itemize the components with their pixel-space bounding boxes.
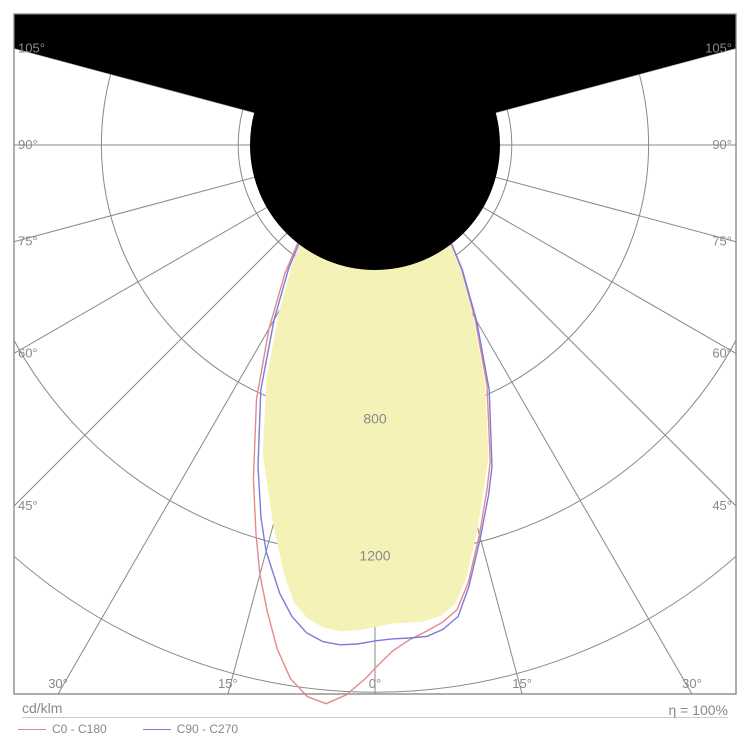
svg-text:45°: 45° <box>712 498 732 513</box>
legend: C0 - C180 C90 - C270 <box>18 720 238 738</box>
svg-text:30°: 30° <box>48 676 68 691</box>
svg-text:45°: 45° <box>18 498 38 513</box>
svg-text:30°: 30° <box>682 676 702 691</box>
chart-canvas: 105° 90° 75° 60° 45° 30° 15° 0° 15° 30° 45° 60° 75° 9… <box>0 0 750 750</box>
svg-text:75°: 75° <box>18 234 38 249</box>
svg-text:800: 800 <box>363 411 387 427</box>
legend-swatch-c0 <box>18 729 46 730</box>
svg-text:60°: 60° <box>712 345 732 360</box>
svg-text:0°: 0° <box>369 676 381 691</box>
legend-label-c90: C90 - C270 <box>177 722 238 736</box>
svg-text:60°: 60° <box>18 345 38 360</box>
svg-text:1200: 1200 <box>359 547 390 563</box>
legend-item-c0: C0 - C180 C90 - C270 <box>18 720 238 738</box>
unit-label: cd/klm <box>22 700 728 718</box>
svg-text:90°: 90° <box>712 137 732 152</box>
legend-swatch-c90 <box>143 729 171 730</box>
svg-text:75°: 75° <box>712 234 732 249</box>
legend-label-c0: C0 - C180 <box>52 722 107 736</box>
svg-text:90°: 90° <box>18 137 38 152</box>
svg-text:15°: 15° <box>512 676 532 691</box>
svg-text:105°: 105° <box>18 40 45 55</box>
photometric-polar-chart: 105° 90° 75° 60° 45° 30° 15° 0° 15° 30° 45° 60° 75° 9… <box>0 0 750 750</box>
svg-text:15°: 15° <box>218 676 238 691</box>
efficiency-label: η = 100% <box>668 702 728 718</box>
svg-text:105°: 105° <box>705 40 732 55</box>
